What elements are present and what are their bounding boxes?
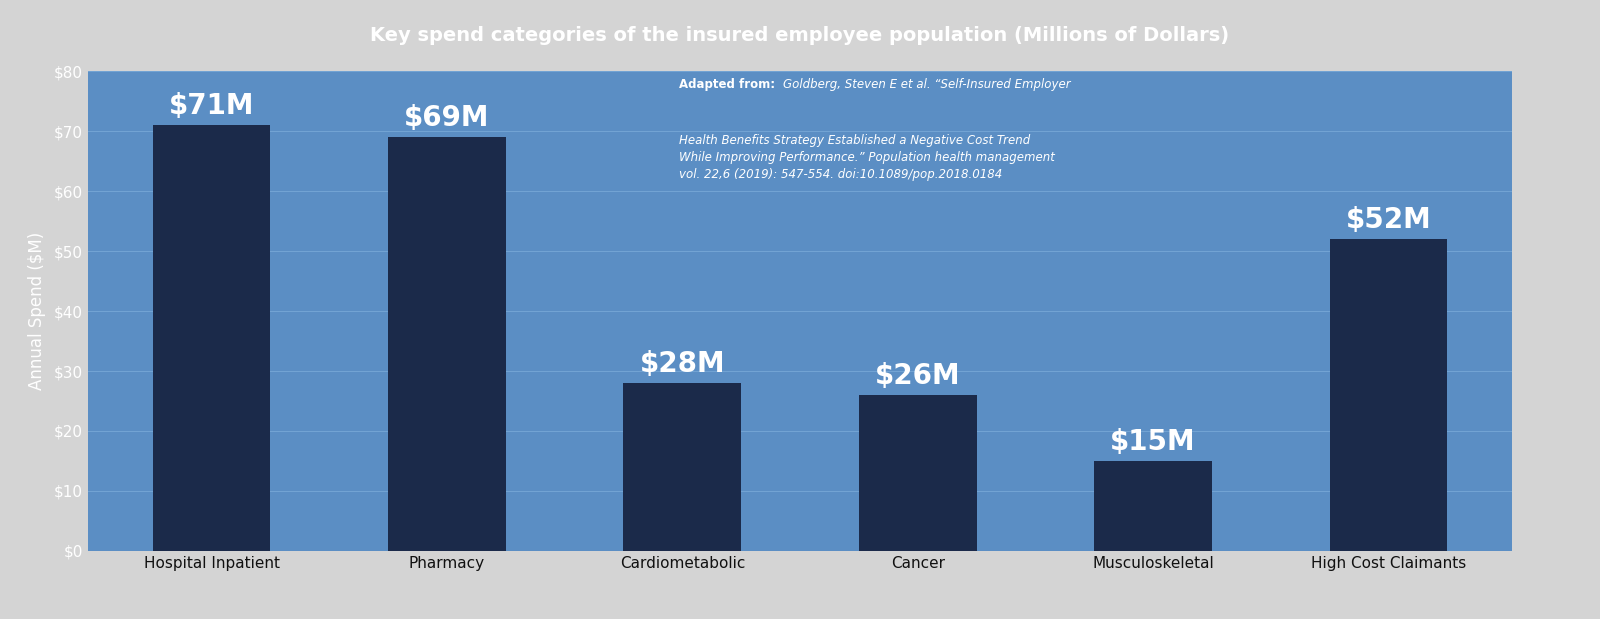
Text: $28M: $28M: [640, 350, 725, 378]
Text: Health Benefits Strategy Established a Negative Cost Trend
While Improving Perfo: Health Benefits Strategy Established a N…: [678, 134, 1054, 181]
Text: Adapted from:: Adapted from:: [678, 79, 779, 92]
Y-axis label: Annual Spend ($M): Annual Spend ($M): [27, 232, 46, 390]
Text: $71M: $71M: [170, 92, 254, 120]
Text: $26M: $26M: [875, 362, 960, 390]
Bar: [859, 395, 976, 551]
Bar: [152, 125, 270, 551]
Text: $69M: $69M: [405, 105, 490, 132]
Text: Goldberg, Steven E et al. “Self-Insured Employer: Goldberg, Steven E et al. “Self-Insured …: [782, 79, 1070, 92]
Bar: [624, 383, 741, 551]
Text: $15M: $15M: [1110, 428, 1195, 456]
Bar: [389, 137, 506, 551]
Bar: [1330, 239, 1448, 551]
Bar: [1094, 461, 1211, 551]
Text: $52M: $52M: [1346, 206, 1432, 235]
Text: Key spend categories of the insured employee population (Millions of Dollars): Key spend categories of the insured empl…: [371, 26, 1229, 45]
